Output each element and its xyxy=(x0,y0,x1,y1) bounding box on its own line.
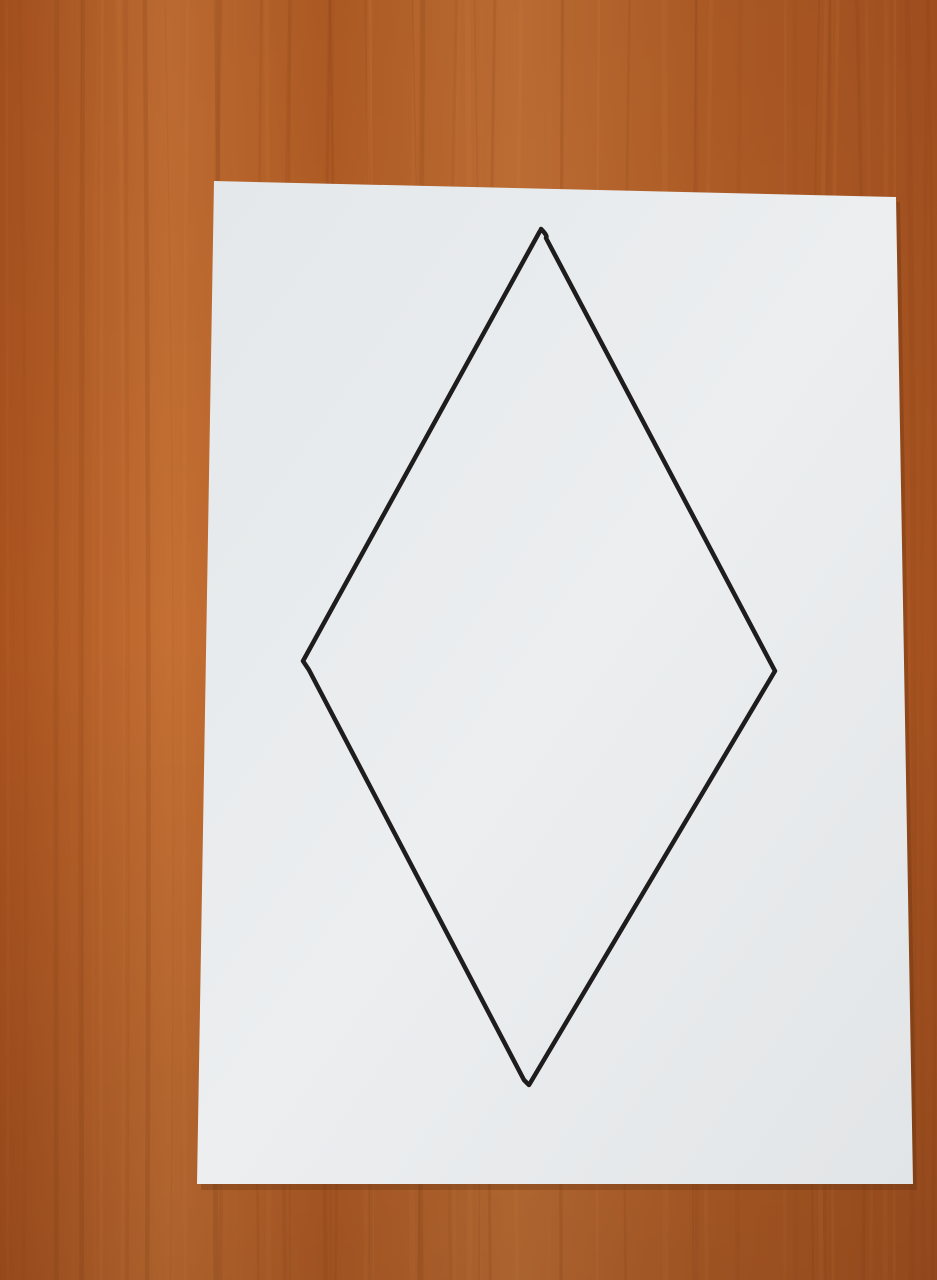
rhombus-drawing xyxy=(300,226,778,1088)
paper-sheet xyxy=(197,181,913,1184)
